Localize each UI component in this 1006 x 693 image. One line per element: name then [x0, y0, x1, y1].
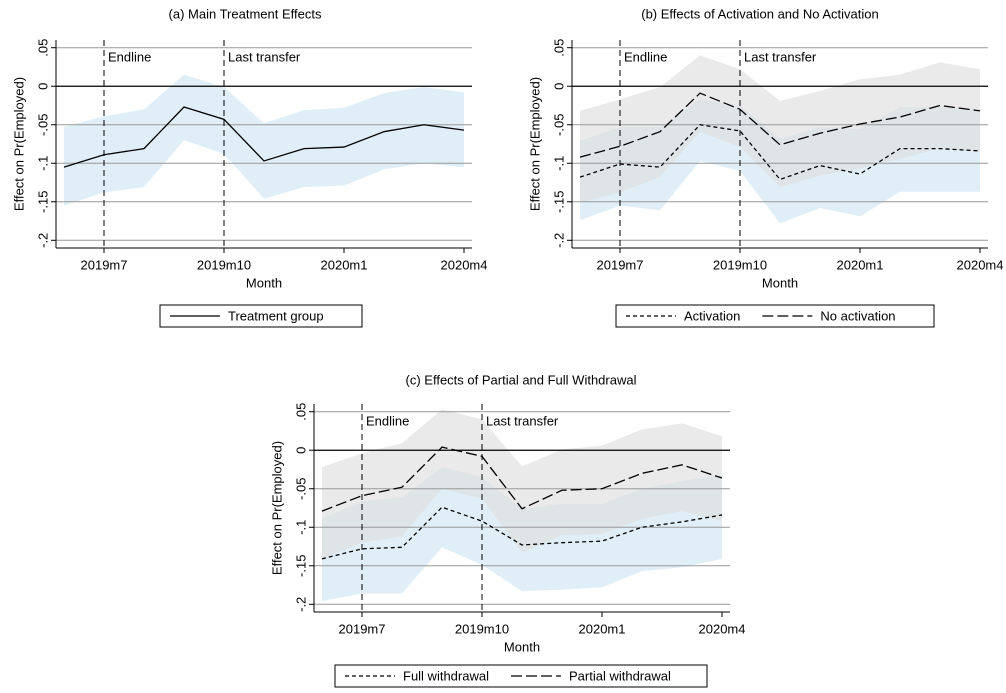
legend-label: Partial withdrawal	[569, 668, 671, 683]
x-tick-label: 2019m10	[713, 257, 767, 272]
x-tick-label: 2019m10	[197, 257, 251, 272]
x-tick-label: 2019m7	[597, 257, 644, 272]
reference-label: Last transfer	[228, 49, 301, 64]
reference-label: Endline	[624, 49, 667, 64]
legend-label: Treatment group	[228, 308, 324, 323]
y-tick-label: .05	[551, 39, 566, 57]
series-line	[321, 506, 723, 560]
y-tick-label: -.1	[35, 156, 50, 171]
x-axis-title: Month	[504, 639, 540, 654]
y-tick-label: .05	[293, 403, 308, 421]
y-tick-label: -.05	[293, 478, 308, 500]
y-tick-label: -.1	[293, 520, 308, 535]
reference-label: Endline	[108, 49, 151, 64]
x-axis-title: Month	[246, 275, 282, 290]
chart-title: (a) Main Treatment Effects	[169, 6, 322, 21]
x-tick-label: 2020m1	[837, 257, 884, 272]
legend: Activation No activation	[615, 304, 935, 328]
legend-label: Activation	[684, 308, 740, 323]
x-tick-label: 2020m4	[441, 257, 488, 272]
y-tick-label: -.2	[293, 597, 308, 612]
x-tick-label: 2020m4	[957, 257, 1004, 272]
series-line	[321, 446, 723, 512]
series-line	[579, 92, 981, 158]
y-tick-label: -.2	[551, 233, 566, 248]
legend-label: Full withdrawal	[403, 668, 489, 683]
y-axis-title: Effect on Pr(Employed)	[269, 441, 284, 575]
y-tick-label: -.15	[293, 555, 308, 577]
series-line	[579, 124, 981, 181]
y-tick-label: 0	[293, 447, 308, 454]
reference-label: Last transfer	[744, 49, 817, 64]
y-tick-label: -.05	[551, 114, 566, 136]
confidence-band	[64, 74, 464, 206]
y-tick-label: .05	[35, 39, 50, 57]
y-tick-label: -.2	[35, 233, 50, 248]
legend: Treatment group	[159, 304, 363, 328]
y-tick-label: -.15	[35, 191, 50, 213]
legend-box	[159, 304, 363, 328]
x-tick-label: 2020m1	[321, 257, 368, 272]
reference-label: Last transfer	[486, 413, 559, 428]
y-axis-title: Effect on Pr(Employed)	[527, 77, 542, 211]
chart-title: (c) Effects of Partial and Full Withdraw…	[406, 372, 637, 387]
x-tick-label: 2019m10	[455, 621, 509, 636]
y-tick-label: 0	[35, 83, 50, 90]
y-axis-title: Effect on Pr(Employed)	[11, 77, 26, 211]
x-tick-label: 2020m1	[579, 621, 626, 636]
y-tick-label: -.15	[551, 191, 566, 213]
x-tick-label: 2019m7	[81, 257, 128, 272]
y-tick-label: 0	[551, 83, 566, 90]
confidence-band	[322, 409, 722, 559]
series-line	[63, 106, 465, 168]
x-tick-label: 2020m4	[699, 621, 746, 636]
confidence-band	[580, 55, 980, 203]
legend-label: No activation	[820, 308, 895, 323]
y-tick-label: -.1	[551, 156, 566, 171]
chart-title: (b) Effects of Activation and No Activat…	[641, 6, 879, 21]
y-tick-label: -.05	[35, 114, 50, 136]
reference-label: Endline	[366, 413, 409, 428]
legend-box	[615, 304, 935, 328]
x-tick-label: 2019m7	[339, 621, 386, 636]
x-axis-title: Month	[762, 275, 798, 290]
legend: Full withdrawal Partial withdrawal	[334, 664, 708, 688]
